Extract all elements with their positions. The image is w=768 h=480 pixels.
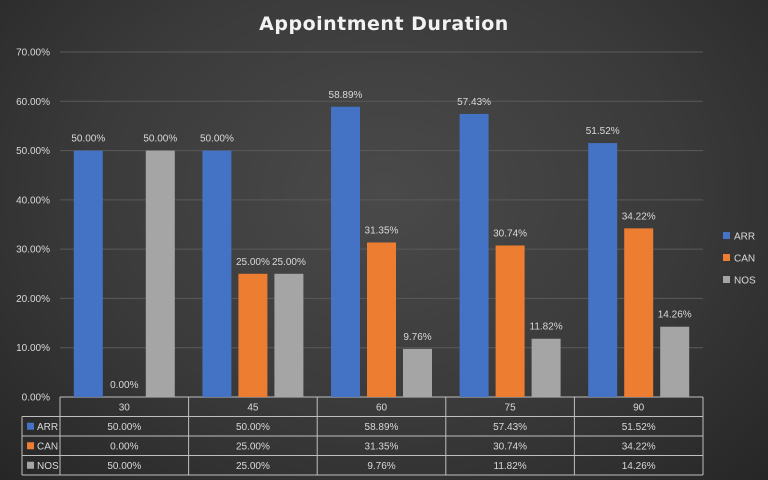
- chart-title: Appointment Duration: [259, 13, 509, 35]
- table-cell: 50.00%: [107, 422, 141, 433]
- y-tick-label: 60.00%: [16, 97, 50, 108]
- table-cell: 9.76%: [367, 461, 395, 472]
- table-cell: 51.52%: [622, 422, 656, 433]
- table-cell: 0.00%: [110, 441, 138, 452]
- legend-key-arr: [723, 232, 730, 239]
- x-tick-label: 90: [633, 402, 645, 413]
- bar-can: [238, 273, 268, 397]
- y-tick-label: 10.00%: [16, 343, 50, 354]
- legend-key-can: [723, 254, 730, 261]
- bar-arr: [331, 106, 360, 397]
- data-label: 50.00%: [143, 134, 177, 145]
- x-tick-label: 75: [505, 402, 517, 413]
- bar-nos: [145, 150, 175, 397]
- bar-nos: [274, 273, 304, 397]
- bar-arr: [588, 143, 618, 397]
- data-label: 11.82%: [530, 322, 563, 333]
- data-label: 30.74%: [493, 228, 527, 239]
- legend-label: NOS: [734, 276, 756, 287]
- data-label: 58.89%: [329, 90, 363, 101]
- legend-label: CAN: [734, 254, 755, 265]
- bar-arr: [202, 150, 232, 397]
- table-cell: 11.82%: [494, 461, 527, 472]
- table-legend-key: [27, 461, 34, 469]
- data-label: 25.00%: [236, 257, 270, 268]
- table-cell: 25.00%: [236, 441, 270, 452]
- data-labels: 50.00% 50.00% 58.89% 57.43% 51.52% 0.00% 25.00…: [71, 90, 691, 391]
- table-cell: 50.00%: [107, 461, 141, 472]
- table-cell: 25.00%: [236, 461, 270, 472]
- table-cell: 58.89%: [365, 422, 399, 433]
- bar-nos: [531, 338, 561, 397]
- data-label: 14.26%: [658, 310, 692, 321]
- y-tick-label: 0.00%: [22, 393, 50, 404]
- data-table: 30 45 60 75 90 ARR 50.00% 50.00% 58.89% 57.43% 51.…: [21, 397, 704, 476]
- data-label: 50.00%: [71, 134, 105, 145]
- bar-arr: [459, 113, 489, 397]
- table-cell: 31.35%: [365, 441, 399, 452]
- bar-can: [495, 245, 525, 397]
- bar-nos: [660, 326, 690, 397]
- x-tick-label: 30: [119, 402, 131, 413]
- bars: [73, 106, 690, 397]
- bar-can: [624, 228, 654, 397]
- y-tick-label: 50.00%: [16, 146, 50, 157]
- table-series-name: NOS: [37, 461, 59, 472]
- legend: ARR CAN NOS: [723, 232, 756, 287]
- data-label: 25.00%: [272, 257, 306, 268]
- data-label: 31.35%: [365, 225, 399, 236]
- table-cell: 14.26%: [622, 461, 656, 472]
- y-axis: 0.00% 10.00% 20.00% 30.00% 40.00% 50.00% 60.00…: [16, 48, 50, 404]
- table-legend-key: [27, 442, 34, 450]
- bar-can: [367, 242, 396, 397]
- data-label: 0.00%: [110, 380, 138, 391]
- table-cell: 50.00%: [236, 422, 270, 433]
- data-label: 34.22%: [622, 211, 656, 222]
- x-tick-label: 60: [376, 402, 388, 413]
- bar-arr: [73, 150, 103, 397]
- table-cell: 34.22%: [622, 441, 656, 452]
- table-legend-key: [27, 422, 34, 430]
- table-series-name: CAN: [37, 441, 58, 452]
- legend-label: ARR: [734, 232, 755, 243]
- data-label: 51.52%: [586, 126, 620, 137]
- data-label: 57.43%: [457, 97, 491, 108]
- table-cell: 30.74%: [493, 441, 527, 452]
- data-label: 50.00%: [200, 134, 234, 145]
- data-label: 9.76%: [403, 332, 431, 343]
- y-tick-label: 30.00%: [16, 245, 50, 256]
- y-tick-label: 70.00%: [16, 48, 50, 59]
- x-tick-label: 45: [247, 402, 259, 413]
- y-tick-label: 20.00%: [16, 294, 50, 305]
- legend-key-nos: [723, 276, 730, 283]
- table-cell: 57.43%: [493, 422, 527, 433]
- bar-nos: [403, 348, 432, 397]
- y-tick-label: 40.00%: [16, 195, 50, 206]
- table-series-name: ARR: [37, 422, 58, 433]
